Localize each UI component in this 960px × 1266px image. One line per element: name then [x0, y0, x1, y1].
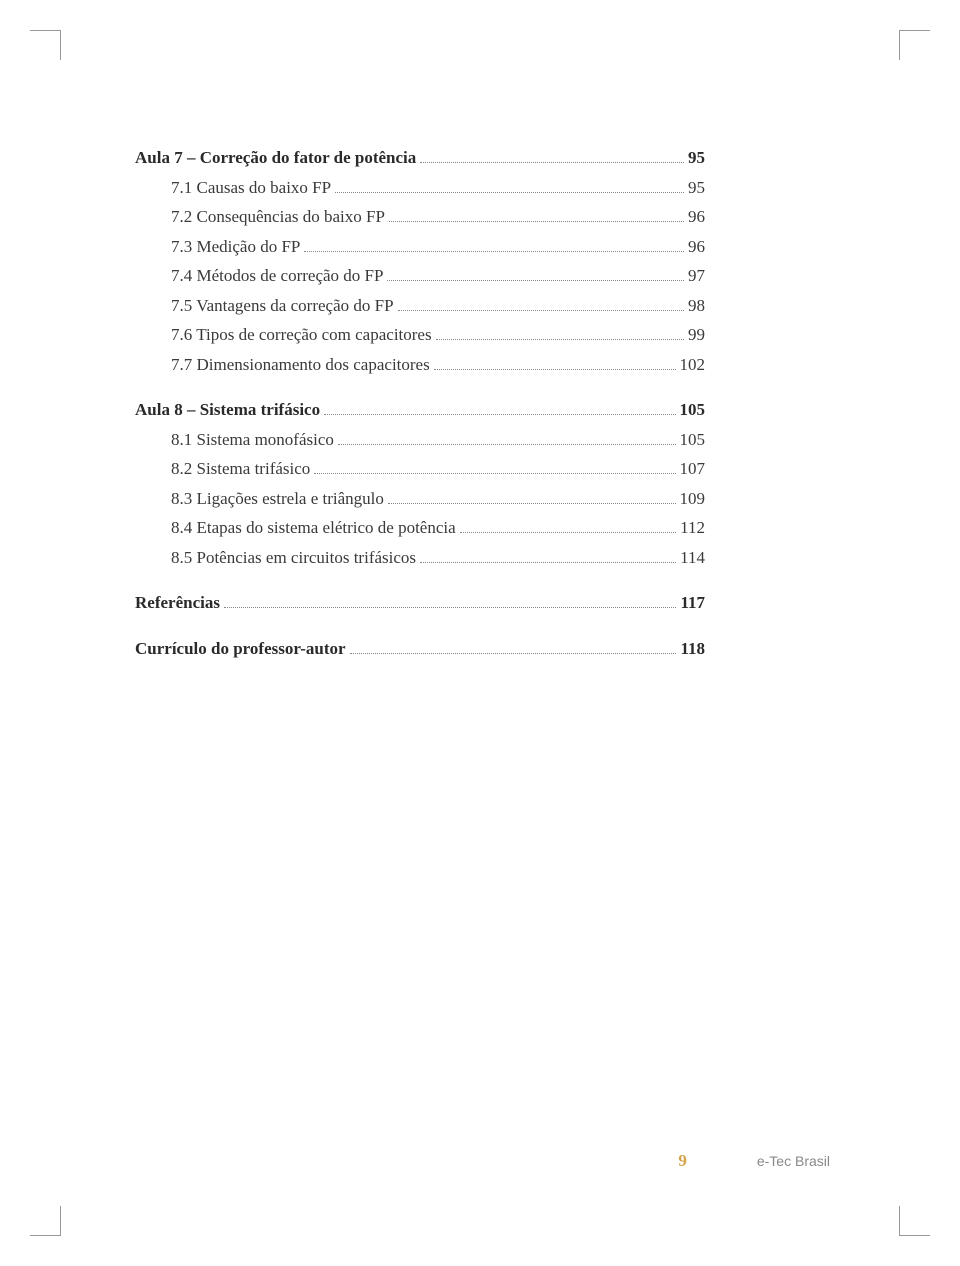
toc-line: Aula 8 – Sistema trifásico 105 [135, 397, 705, 423]
toc-dots [389, 221, 684, 222]
toc-dots [460, 532, 676, 533]
toc-line: 8.1 Sistema monofásico 105 [135, 427, 705, 453]
toc-line: 8.2 Sistema trifásico 107 [135, 456, 705, 482]
toc-label: 8.1 Sistema monofásico [135, 427, 334, 453]
toc-label: Referências [135, 590, 220, 616]
toc-line: 7.5 Vantagens da correção do FP 98 [135, 293, 705, 319]
toc-dots [338, 444, 676, 445]
toc-label: 7.5 Vantagens da correção do FP [135, 293, 394, 319]
toc-label: 7.3 Medição do FP [135, 234, 300, 260]
toc-line: 7.1 Causas do baixo FP 95 [135, 175, 705, 201]
page-footer: 9 e-Tec Brasil [678, 1151, 830, 1171]
toc-label: 8.5 Potências em circuitos trifásicos [135, 545, 416, 571]
toc-line: 8.3 Ligações estrela e triângulo 109 [135, 486, 705, 512]
crop-mark [60, 1206, 61, 1236]
crop-mark [899, 1206, 900, 1236]
toc-label: 7.4 Métodos de correção do FP [135, 263, 383, 289]
toc-label: 8.4 Etapas do sistema elétrico de potênc… [135, 515, 456, 541]
toc-dots [324, 414, 675, 415]
toc-page: 114 [680, 545, 705, 571]
toc-line: 7.2 Consequências do baixo FP 96 [135, 204, 705, 230]
section-gap [135, 620, 705, 636]
section-gap [135, 574, 705, 590]
toc-line: 7.6 Tipos de correção com capacitores 99 [135, 322, 705, 348]
toc-page: 105 [680, 427, 706, 453]
toc-label: Aula 7 – Correção do fator de potência [135, 145, 416, 171]
toc-label: 8.2 Sistema trifásico [135, 456, 310, 482]
crop-mark [60, 30, 61, 60]
toc-dots [304, 251, 684, 252]
toc-dots [335, 192, 684, 193]
toc-label: 7.7 Dimensionamento dos capacitores [135, 352, 430, 378]
toc-dots [224, 607, 676, 608]
toc-dots [434, 369, 676, 370]
toc-label: 7.6 Tipos de correção com capacitores [135, 322, 432, 348]
toc-dots [420, 162, 684, 163]
page-number: 9 [678, 1151, 687, 1171]
toc-label: Currículo do professor-autor [135, 636, 346, 662]
toc-page: 109 [680, 486, 706, 512]
toc-page: 96 [688, 204, 705, 230]
toc-label: 8.3 Ligações estrela e triângulo [135, 486, 384, 512]
section-gap [135, 381, 705, 397]
toc-line: Referências 117 [135, 590, 705, 616]
toc-page: 97 [688, 263, 705, 289]
crop-mark [899, 30, 900, 60]
toc-dots [420, 562, 676, 563]
toc-content: Aula 7 – Correção do fator de potência 95… [135, 145, 705, 665]
crop-mark [30, 30, 60, 31]
toc-page: 98 [688, 293, 705, 319]
toc-label: Aula 8 – Sistema trifásico [135, 397, 320, 423]
toc-page: 95 [688, 145, 705, 171]
toc-page: 99 [688, 322, 705, 348]
toc-page: 96 [688, 234, 705, 260]
toc-page: 102 [680, 352, 706, 378]
crop-mark [900, 30, 930, 31]
toc-line: Aula 7 – Correção do fator de potência 95 [135, 145, 705, 171]
toc-line: 7.3 Medição do FP 96 [135, 234, 705, 260]
toc-dots [398, 310, 684, 311]
crop-mark [30, 1235, 60, 1236]
toc-label: 7.2 Consequências do baixo FP [135, 204, 385, 230]
toc-page: 107 [680, 456, 706, 482]
crop-mark [900, 1235, 930, 1236]
toc-page: 118 [680, 636, 705, 662]
toc-label: 7.1 Causas do baixo FP [135, 175, 331, 201]
toc-dots [387, 280, 684, 281]
footer-brand: e-Tec Brasil [757, 1153, 830, 1169]
toc-page: 95 [688, 175, 705, 201]
toc-page: 112 [680, 515, 705, 541]
toc-line: 7.7 Dimensionamento dos capacitores 102 [135, 352, 705, 378]
toc-line: Currículo do professor-autor 118 [135, 636, 705, 662]
toc-line: 7.4 Métodos de correção do FP 97 [135, 263, 705, 289]
toc-line: 8.5 Potências em circuitos trifásicos 114 [135, 545, 705, 571]
toc-dots [388, 503, 676, 504]
toc-line: 8.4 Etapas do sistema elétrico de potênc… [135, 515, 705, 541]
toc-dots [350, 653, 677, 654]
toc-dots [314, 473, 675, 474]
toc-dots [436, 339, 684, 340]
toc-page: 117 [680, 590, 705, 616]
toc-page: 105 [680, 397, 706, 423]
